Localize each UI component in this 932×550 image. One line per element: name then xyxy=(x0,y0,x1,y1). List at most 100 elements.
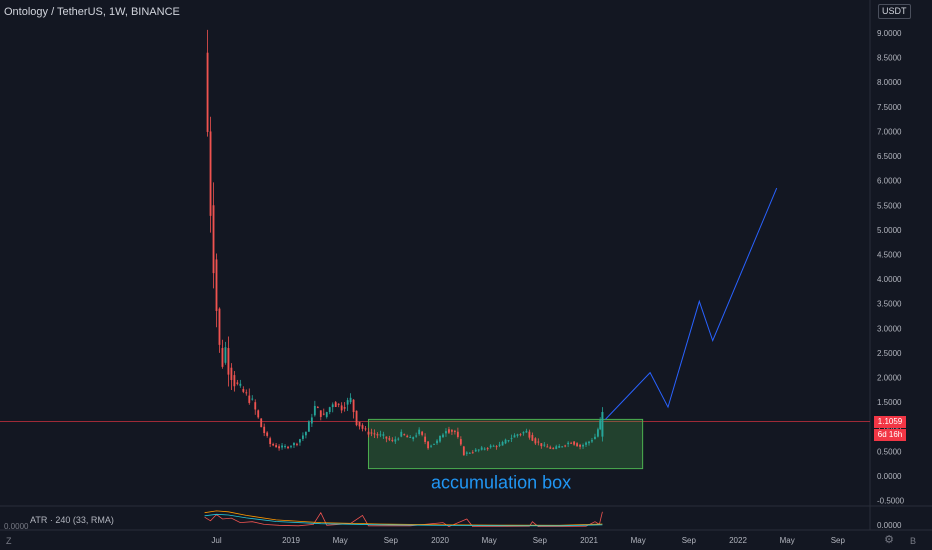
candle-body xyxy=(576,443,578,447)
candle-body xyxy=(221,348,224,367)
candle-body xyxy=(397,438,400,440)
x-tick-label: 2019 xyxy=(282,536,300,545)
candle-body xyxy=(594,436,596,440)
candle-body xyxy=(564,445,567,447)
candle-body xyxy=(281,445,283,448)
indicator-right-tick: 0.0000 xyxy=(877,521,902,530)
candle-body xyxy=(236,382,239,384)
indicator-tr-line xyxy=(204,511,603,528)
y-tick-label: 2.5000 xyxy=(877,349,902,358)
candle-body xyxy=(293,442,295,446)
candle-body xyxy=(278,446,280,449)
candle-body xyxy=(275,445,278,448)
x-tick-label: Jul xyxy=(211,536,221,545)
candle-body xyxy=(230,367,233,381)
candle-body xyxy=(507,440,510,442)
candle-body xyxy=(313,405,316,416)
candle-body xyxy=(319,410,322,417)
candle-body xyxy=(269,438,272,445)
candle-body xyxy=(337,403,340,405)
candle-body xyxy=(504,439,507,444)
candle-body xyxy=(364,428,367,430)
x-tick-label: 2021 xyxy=(580,536,598,545)
candle-body xyxy=(299,439,301,443)
candle-body xyxy=(346,400,349,405)
last-price-tag: 1.1059 xyxy=(874,415,906,428)
candle-body xyxy=(516,434,519,436)
candle-body xyxy=(453,430,456,432)
candle-body xyxy=(459,439,462,445)
corner-right[interactable]: B xyxy=(910,536,917,546)
candle-body xyxy=(486,448,489,450)
candle-body xyxy=(245,392,248,394)
candle-body xyxy=(477,449,480,451)
y-tick-label: -0.5000 xyxy=(877,497,905,506)
y-tick-label: 5.0000 xyxy=(877,226,902,235)
candle-body xyxy=(531,434,534,441)
candle-body xyxy=(430,445,432,447)
candle-body xyxy=(537,441,540,443)
candle-body xyxy=(227,348,230,375)
candle-body xyxy=(310,417,313,424)
y-tick-label: 3.0000 xyxy=(877,324,902,333)
candle-body xyxy=(501,442,504,446)
candle-body xyxy=(558,446,561,448)
candle-body xyxy=(316,407,319,409)
candle-body xyxy=(290,446,292,448)
candle-body xyxy=(543,444,546,446)
candle-body xyxy=(549,447,552,449)
x-tick-label: Sep xyxy=(831,536,846,545)
candle-body xyxy=(415,435,418,437)
candle-body xyxy=(424,436,427,442)
candle-body xyxy=(388,438,391,440)
y-tick-label: 8.0000 xyxy=(877,78,902,87)
candle-body xyxy=(552,448,555,450)
candle-body xyxy=(242,389,245,392)
candle-body xyxy=(412,437,415,440)
candle-body xyxy=(322,413,325,415)
candle-body xyxy=(233,375,236,387)
candle-body xyxy=(442,434,444,438)
candle-body xyxy=(465,452,468,454)
candle-body xyxy=(287,446,289,449)
candle-body xyxy=(272,444,275,446)
candle-body xyxy=(212,205,215,274)
candle-body xyxy=(370,432,373,434)
timezone-corner[interactable]: Z xyxy=(6,536,12,546)
y-tick-label: 5.5000 xyxy=(877,201,902,210)
candle-body xyxy=(546,446,549,448)
candle-body xyxy=(480,447,483,450)
y-tick-label: 4.5000 xyxy=(877,251,902,260)
gear-icon[interactable]: ⚙ xyxy=(884,534,894,546)
candle-body xyxy=(224,347,227,363)
candle-body xyxy=(436,440,438,444)
y-tick-label: 3.5000 xyxy=(877,300,902,309)
candle-body xyxy=(474,449,477,452)
candle-body xyxy=(257,410,260,418)
candle-body xyxy=(391,439,394,441)
candle-body xyxy=(495,446,498,448)
candle-body xyxy=(325,412,328,417)
candle-body xyxy=(519,434,522,436)
candle-body xyxy=(379,434,382,436)
candle-body xyxy=(579,444,581,447)
candle-body xyxy=(567,442,570,445)
candle-body xyxy=(334,402,337,408)
candle-body xyxy=(468,452,471,454)
candle-body xyxy=(254,402,257,410)
candle-body xyxy=(471,452,474,454)
candle-body xyxy=(260,418,263,428)
candle-body xyxy=(328,407,331,413)
candle-body xyxy=(599,420,602,430)
y-tick-label: 8.5000 xyxy=(877,54,902,63)
candle-body xyxy=(528,431,531,438)
candle-body xyxy=(376,434,379,436)
annotation-text: accumulation box xyxy=(431,472,571,492)
candle-body xyxy=(591,440,593,442)
candle-body xyxy=(513,435,516,438)
indicator-label[interactable]: ATR · 240 (33, RMA) xyxy=(30,515,114,525)
candle-body xyxy=(418,429,421,435)
currency-selector[interactable]: USDT xyxy=(878,4,911,19)
